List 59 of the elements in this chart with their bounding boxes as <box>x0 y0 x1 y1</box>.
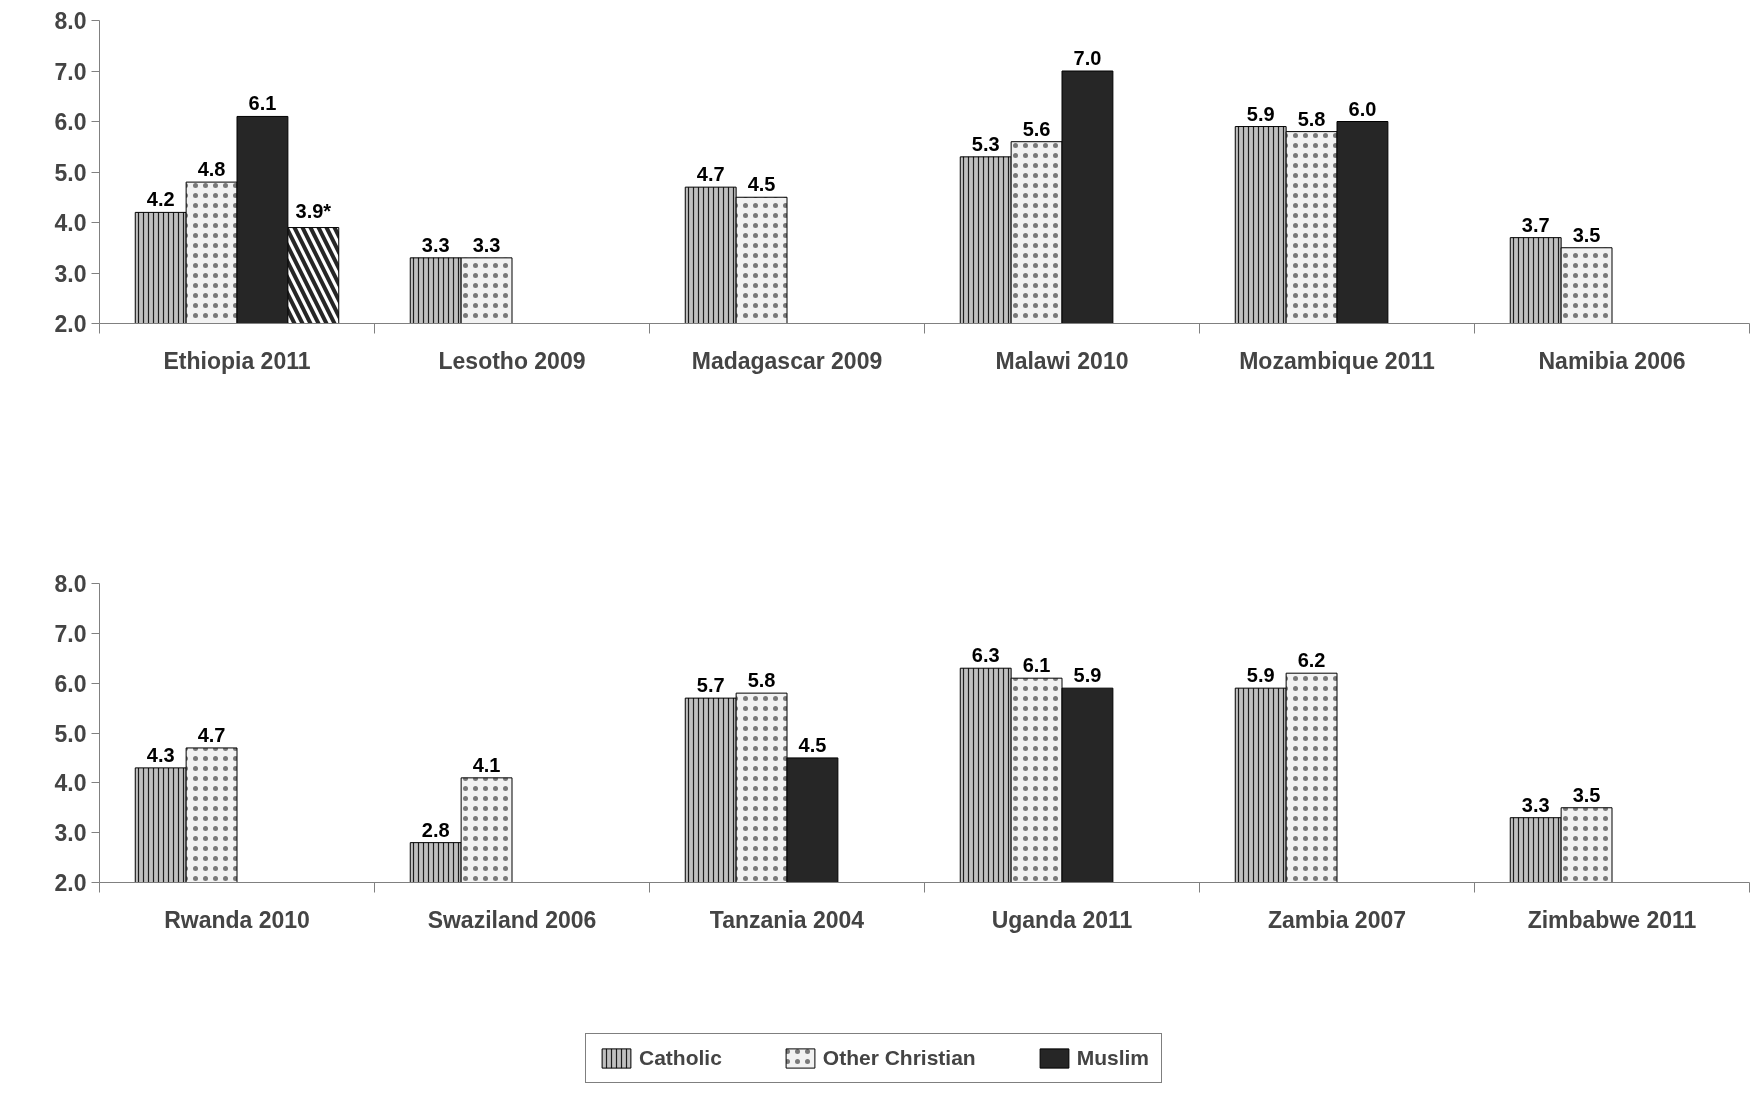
data-label: 5.8 <box>1297 107 1326 130</box>
data-label: 4.5 <box>747 173 776 196</box>
data-label: 3.3 <box>421 233 450 256</box>
y-tick-label: 3.0 <box>54 820 87 847</box>
data-label: 3.3 <box>1521 793 1550 816</box>
data-label: 4.3 <box>146 743 175 766</box>
data-label: 4.7 <box>696 163 725 186</box>
x-tick-label: Zimbabwe 2011 <box>1527 906 1697 933</box>
y-tick-label: 8.0 <box>54 571 87 597</box>
x-tick-label: Mozambique 2011 <box>1239 347 1435 374</box>
y-tick-label: 2.0 <box>54 870 87 896</box>
data-label: 6.2 <box>1297 649 1326 672</box>
data-label: 6.0 <box>1348 97 1377 120</box>
x-tick-label: Namibia 2006 <box>1538 347 1686 374</box>
data-label: 4.7 <box>197 723 226 746</box>
data-label: 3.5 <box>1572 223 1601 246</box>
y-tick-label: 6.0 <box>54 670 87 697</box>
y-tick-label: 2.0 <box>54 311 87 337</box>
x-tick-label: Zambia 2007 <box>1267 906 1407 933</box>
legend-label: Muslim <box>1076 1046 1150 1070</box>
x-tick-label: Madagascar 2009 <box>691 347 883 374</box>
data-label: 4.8 <box>197 158 226 181</box>
x-tick-label: Swaziland 2006 <box>427 906 597 933</box>
data-label: 4.5 <box>798 733 827 756</box>
x-tick-label: Malawi 2010 <box>995 347 1129 374</box>
data-label: 5.8 <box>747 669 776 692</box>
data-label: 6.1 <box>248 92 277 115</box>
legend-label: Catholic <box>639 1046 722 1070</box>
data-label: 7.0 <box>1073 47 1102 69</box>
y-tick-label: 6.0 <box>54 109 87 135</box>
data-label: 5.9 <box>1246 102 1275 125</box>
data-label: 3.7 <box>1521 213 1550 236</box>
y-tick-label: 3.0 <box>54 260 87 287</box>
data-label: 5.9 <box>1246 664 1275 687</box>
data-label: 2.8 <box>421 818 450 841</box>
data-label: 5.3 <box>971 132 1000 155</box>
data-label: 5.7 <box>696 674 725 697</box>
x-tick-label: Uganda 2011 <box>991 906 1133 933</box>
x-tick-label: Tanzania 2004 <box>709 906 865 933</box>
x-tick-label: Rwanda 2010 <box>164 906 310 933</box>
y-tick-label: 7.0 <box>54 58 87 85</box>
y-tick-label: 7.0 <box>54 620 87 647</box>
data-label: 3.9* <box>295 199 332 222</box>
y-tick-label: 5.0 <box>54 720 87 747</box>
y-tick-label: 8.0 <box>54 8 87 34</box>
y-tick-label: 4.0 <box>54 770 87 797</box>
data-label: 3.5 <box>1572 783 1601 806</box>
y-tick-label: 5.0 <box>54 159 87 186</box>
x-tick-label: Lesotho 2009 <box>438 347 586 374</box>
data-label: 5.6 <box>1022 117 1051 140</box>
legend-label: Other Christian <box>822 1046 976 1070</box>
data-label: 4.1 <box>472 753 501 776</box>
y-tick-label: 4.0 <box>54 210 87 236</box>
data-label: 5.9 <box>1073 664 1102 687</box>
x-tick-label: Ethiopia 2011 <box>163 347 311 374</box>
data-label: 6.1 <box>1022 654 1051 677</box>
data-label: 3.3 <box>472 233 501 256</box>
data-label: 4.2 <box>146 188 175 211</box>
data-label: 6.3 <box>971 644 1000 667</box>
